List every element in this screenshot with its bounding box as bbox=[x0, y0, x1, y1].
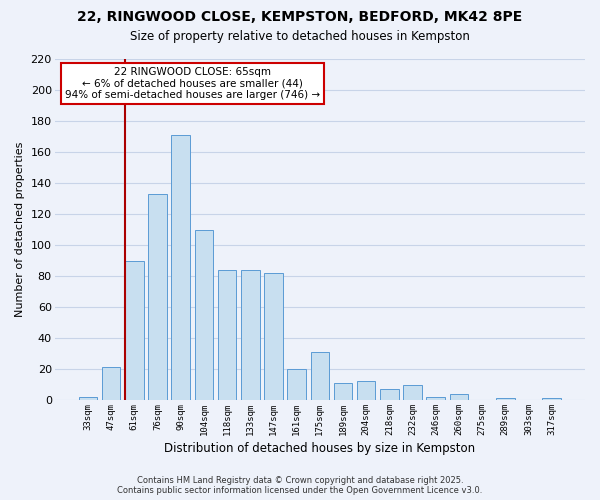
Bar bbox=[287, 369, 306, 400]
Bar bbox=[218, 270, 236, 400]
Bar bbox=[148, 194, 167, 400]
Bar bbox=[79, 397, 97, 400]
Bar bbox=[311, 352, 329, 400]
Bar bbox=[102, 368, 121, 400]
Bar bbox=[427, 397, 445, 400]
Bar bbox=[449, 394, 468, 400]
Bar bbox=[380, 389, 398, 400]
Bar bbox=[172, 135, 190, 400]
Bar bbox=[264, 273, 283, 400]
Bar bbox=[542, 398, 561, 400]
Bar bbox=[357, 382, 376, 400]
Y-axis label: Number of detached properties: Number of detached properties bbox=[15, 142, 25, 317]
Text: 22 RINGWOOD CLOSE: 65sqm
← 6% of detached houses are smaller (44)
94% of semi-de: 22 RINGWOOD CLOSE: 65sqm ← 6% of detache… bbox=[65, 67, 320, 100]
Text: Size of property relative to detached houses in Kempston: Size of property relative to detached ho… bbox=[130, 30, 470, 43]
Bar bbox=[241, 270, 260, 400]
Text: 22, RINGWOOD CLOSE, KEMPSTON, BEDFORD, MK42 8PE: 22, RINGWOOD CLOSE, KEMPSTON, BEDFORD, M… bbox=[77, 10, 523, 24]
Bar bbox=[496, 398, 515, 400]
Bar bbox=[194, 230, 213, 400]
X-axis label: Distribution of detached houses by size in Kempston: Distribution of detached houses by size … bbox=[164, 442, 475, 455]
Bar bbox=[334, 383, 352, 400]
Text: Contains HM Land Registry data © Crown copyright and database right 2025.
Contai: Contains HM Land Registry data © Crown c… bbox=[118, 476, 482, 495]
Bar bbox=[403, 384, 422, 400]
Bar bbox=[125, 260, 143, 400]
